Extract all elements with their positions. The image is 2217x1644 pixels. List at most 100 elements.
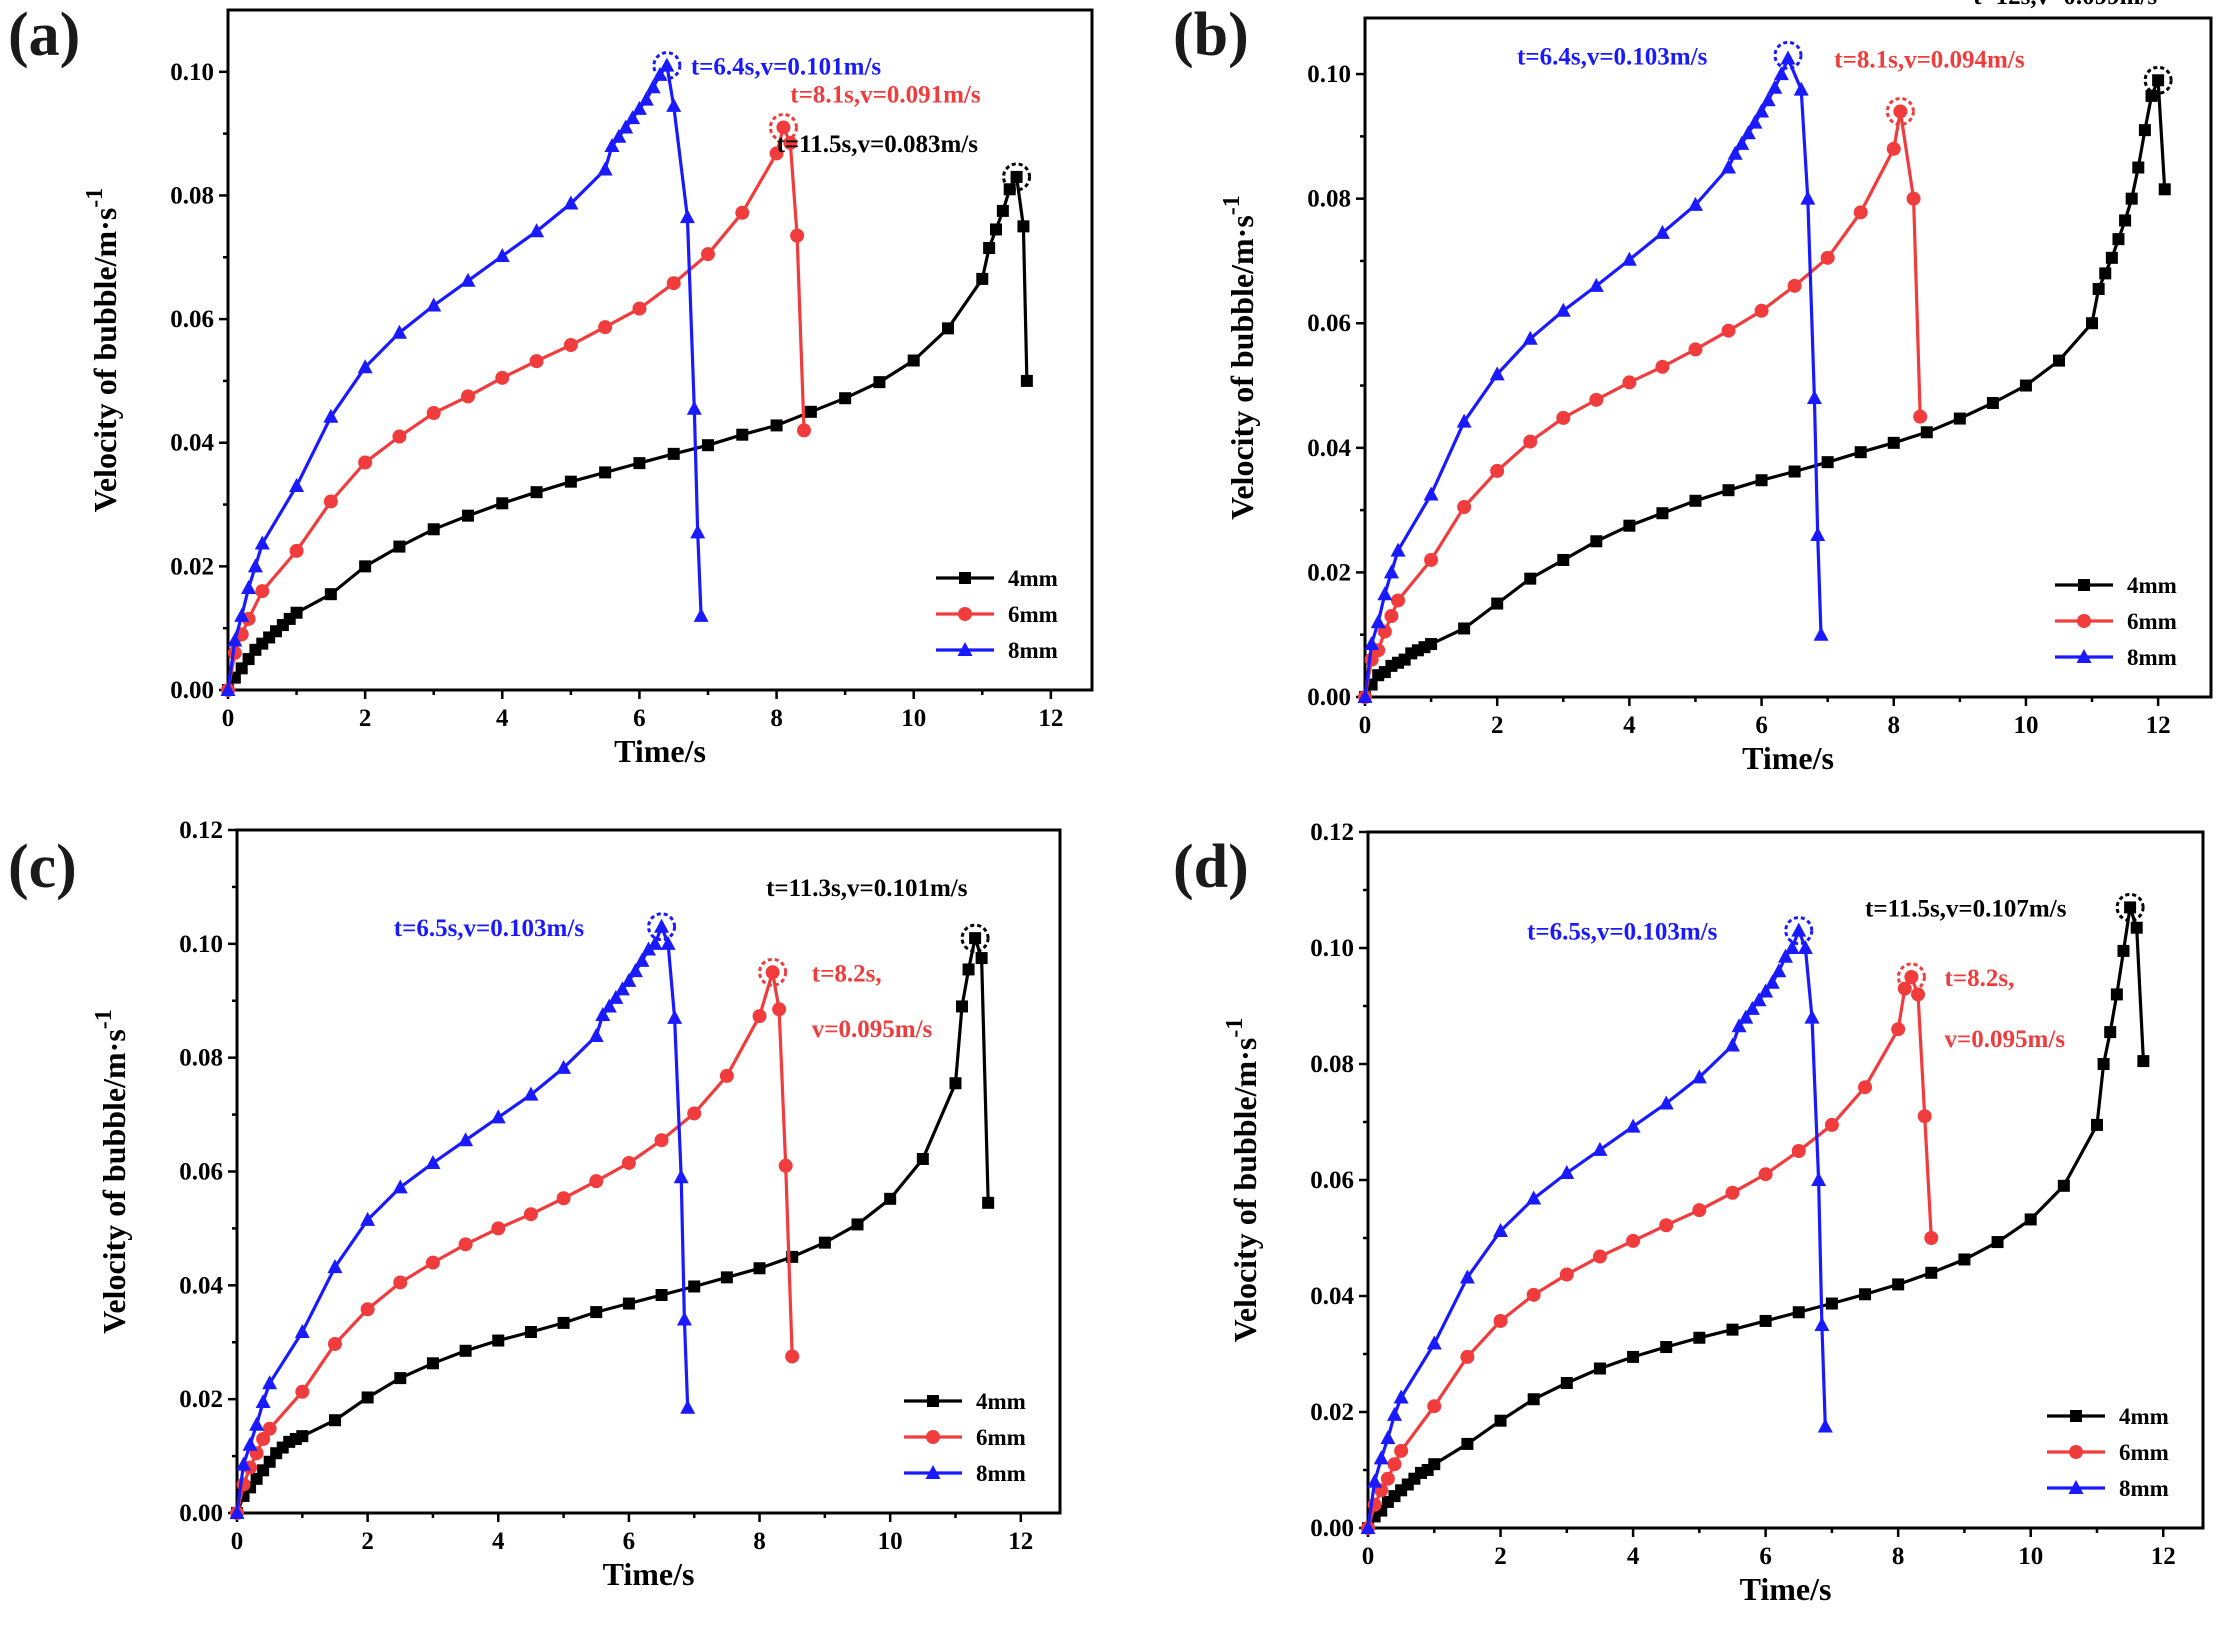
chart-c: 0 2 4 6 8 10 12 0.00 0.02 0.04 0.06 0.08 0.10 0.12 Tim… xyxy=(91,817,1062,1592)
data-point xyxy=(229,1505,245,1519)
data-point xyxy=(1557,553,1570,566)
data-point xyxy=(680,1399,696,1414)
data-point xyxy=(1859,1288,1872,1301)
legend-marker xyxy=(2068,1480,2084,1494)
data-point xyxy=(1623,519,1636,532)
data-point xyxy=(357,359,373,374)
data-point xyxy=(2092,282,2105,295)
data-point xyxy=(490,1109,506,1124)
y-tick-label: 0.08 xyxy=(179,1045,223,1072)
data-point xyxy=(735,205,750,220)
data-point xyxy=(622,1297,635,1310)
data-point xyxy=(588,1028,604,1043)
data-point xyxy=(523,1207,538,1222)
data-point xyxy=(1767,79,1783,94)
panel-a: (a) 0 2 4 6 8 10 12 0.00 0.02 0.04 0.06 0.08 0.10 Tim… xyxy=(0,0,1108,822)
legend-marker xyxy=(2076,649,2092,663)
data-point xyxy=(2024,1213,2037,1226)
data-point xyxy=(1724,1037,1740,1052)
data-point xyxy=(976,272,989,285)
data-point xyxy=(1523,434,1538,449)
series-8mm xyxy=(220,57,709,696)
data-point xyxy=(1380,1471,1395,1486)
data-point xyxy=(1725,1185,1740,1200)
data-point xyxy=(1491,597,1504,610)
data-point xyxy=(1387,1406,1403,1421)
data-point xyxy=(2137,1055,2150,1068)
plot-frame xyxy=(1363,16,2213,699)
data-point xyxy=(530,486,543,499)
data-point xyxy=(1692,1203,1707,1218)
series-line-4mm xyxy=(1363,79,2167,698)
data-point xyxy=(1778,948,1793,963)
x-tick-label: 6 xyxy=(1759,1543,1772,1570)
legend-marker xyxy=(925,1465,941,1479)
data-point xyxy=(2119,214,2132,227)
data-point xyxy=(949,1077,962,1090)
y-tick-label: 0.02 xyxy=(1310,1399,1354,1426)
data-point xyxy=(391,324,407,339)
x-tick-label: 2 xyxy=(1491,712,1504,739)
peak-annotation: t=6.4s,v=0.101m/s xyxy=(691,54,882,81)
peak-marker-circle xyxy=(960,923,990,953)
y-axis-label-superscript: -1 xyxy=(91,1009,117,1029)
data-point xyxy=(494,248,510,263)
data-point xyxy=(227,632,243,647)
data-point xyxy=(1687,196,1703,211)
data-point xyxy=(1858,1080,1873,1095)
peak-marker-circle xyxy=(1002,162,1032,192)
data-point xyxy=(1555,302,1571,317)
data-point xyxy=(1458,622,1471,635)
y-tick-label: 0.10 xyxy=(1310,935,1354,962)
data-point xyxy=(1380,1430,1396,1445)
data-point xyxy=(425,1255,440,1270)
data-point xyxy=(1913,409,1928,424)
series-line-8mm xyxy=(226,61,703,691)
data-point xyxy=(1925,1266,1938,1279)
peak-annotation: t=8.2s, xyxy=(812,960,882,987)
data-point xyxy=(1693,1331,1706,1344)
peak-marker-circle xyxy=(2115,892,2145,922)
data-point xyxy=(244,1481,257,1494)
data-point xyxy=(851,1218,864,1231)
data-point xyxy=(604,138,620,152)
series-6mm xyxy=(230,965,800,1520)
data-point xyxy=(358,455,373,470)
data-point xyxy=(667,447,680,460)
series-8mm xyxy=(1357,50,1829,703)
legend: 4mm 6mm 8mm xyxy=(2047,1404,2169,1501)
data-point xyxy=(262,1375,278,1390)
data-point xyxy=(1020,374,1033,387)
series-4mm xyxy=(231,931,995,1519)
data-point xyxy=(1893,104,1908,119)
data-point xyxy=(797,423,811,438)
data-point xyxy=(1656,507,1669,520)
data-point xyxy=(296,1430,309,1443)
data-point xyxy=(523,1086,539,1101)
data-point xyxy=(289,478,305,492)
data-point xyxy=(1689,494,1702,507)
data-point xyxy=(361,1391,374,1404)
data-point xyxy=(2052,354,2065,367)
y-tick-label: 0.08 xyxy=(170,182,214,209)
data-point xyxy=(1010,170,1023,183)
data-point xyxy=(1806,389,1822,404)
data-point xyxy=(659,57,675,72)
data-point xyxy=(1526,1190,1542,1205)
y-tick-label: 0.06 xyxy=(179,1159,223,1186)
data-point xyxy=(785,1349,800,1364)
data-point xyxy=(1394,1443,1409,1458)
data-point xyxy=(1387,1457,1402,1472)
series-line-6mm xyxy=(1363,111,1922,698)
data-point xyxy=(686,400,702,415)
data-point xyxy=(2158,183,2171,196)
data-point xyxy=(1424,552,1439,567)
data-point xyxy=(772,1002,787,1017)
series-line-6mm xyxy=(226,122,806,691)
data-point xyxy=(1654,224,1670,239)
data-point xyxy=(1754,103,1770,118)
data-point xyxy=(1986,396,1999,409)
data-point xyxy=(1658,1095,1674,1110)
data-point xyxy=(1924,1231,1939,1245)
peak-marker-circle xyxy=(1896,962,1926,992)
